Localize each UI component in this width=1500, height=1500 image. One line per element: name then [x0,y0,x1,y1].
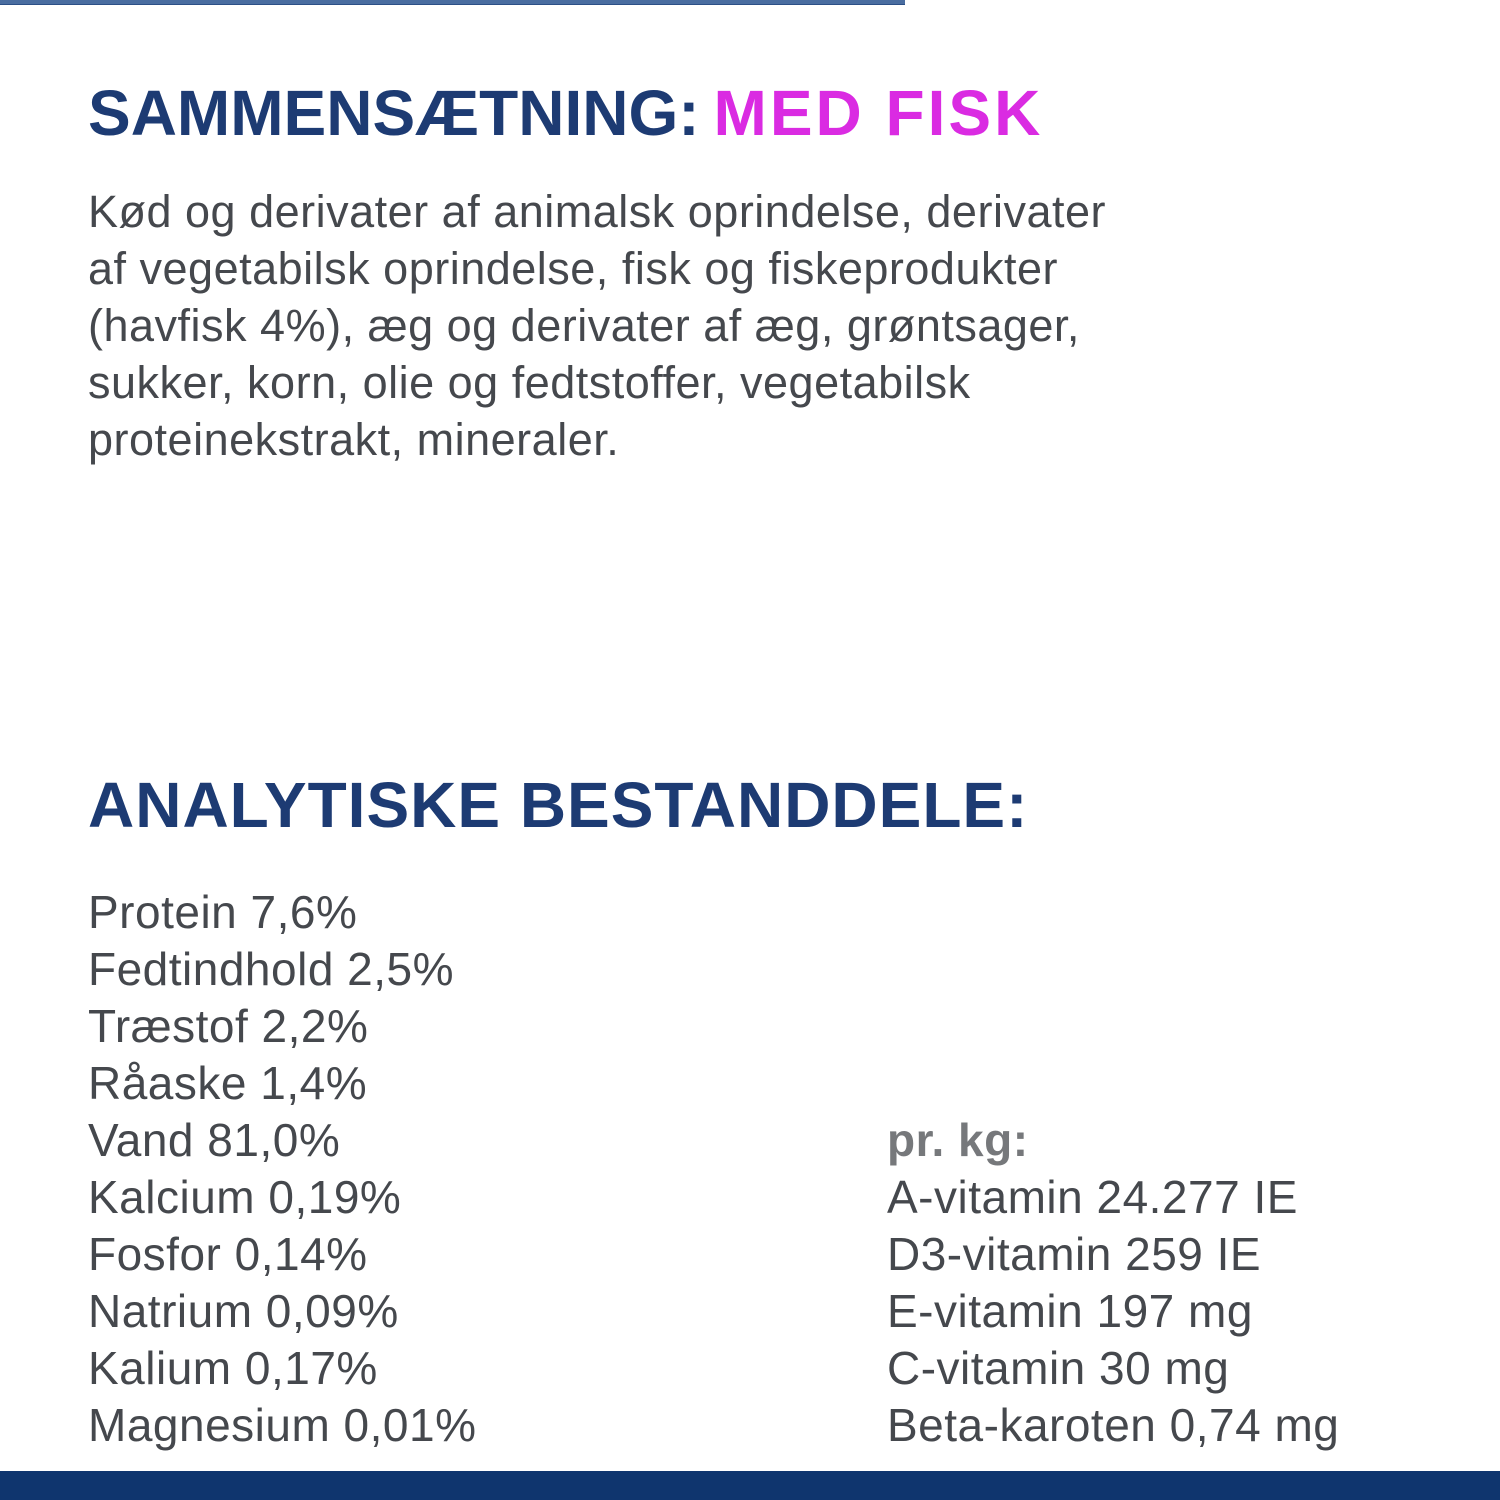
constituent-item: Træstof 2,2% [88,1000,369,1052]
constituent-item: Vand 81,0% [88,1114,341,1166]
ingredients-line: proteinekstrakt, mineraler. [88,414,620,465]
vitamin-item: A-vitamin 24.277 IE [887,1171,1298,1223]
constituents-list: Protein 7,6% Fedtindhold 2,5% Træstof 2,… [88,884,476,1454]
constituent-item: Fosfor 0,14% [88,1228,368,1280]
flavor-variant-label: MED FISK [713,77,1044,149]
ingredients-line: Kød og derivater af animalsk oprindelse,… [88,186,1106,237]
constituent-item: Protein 7,6% [88,886,358,938]
constituent-item: Natrium 0,09% [88,1285,399,1337]
constituent-item: Kalium 0,17% [88,1342,378,1394]
per-kg-header: pr. kg: [887,1114,1029,1166]
constituent-item: Kalcium 0,19% [88,1171,402,1223]
vitamin-item: E-vitamin 197 mg [887,1285,1253,1337]
constituent-item: Fedtindhold 2,5% [88,943,455,995]
composition-heading-label: SAMMENSÆTNING: [88,77,700,149]
vitamin-item: C-vitamin 30 mg [887,1342,1230,1394]
constituent-item: Magnesium 0,01% [88,1399,477,1451]
ingredients-line: af vegetabilsk oprindelse, fisk og fiske… [88,243,1059,294]
composition-heading: SAMMENSÆTNING: MED FISK [88,80,1043,146]
ingredients-line: sukker, korn, olie og fedtstoffer, veget… [88,357,971,408]
vitamin-item: D3-vitamin 259 IE [887,1228,1262,1280]
top-divider-line [0,0,905,5]
bottom-brand-bar [0,1471,1500,1500]
analytical-constituents-heading: ANALYTISKE BESTANDDELE: [88,769,1029,841]
constituent-item: Råaske 1,4% [88,1057,368,1109]
per-kg-list: pr. kg: A-vitamin 24.277 IE D3-vitamin 2… [887,1112,1339,1454]
vitamin-item: Beta-karoten 0,74 mg [887,1399,1340,1451]
ingredients-paragraph: Kød og derivater af animalsk oprindelse,… [88,183,1106,468]
ingredients-line: (havfisk 4%), æg og derivater af æg, grø… [88,300,1080,351]
